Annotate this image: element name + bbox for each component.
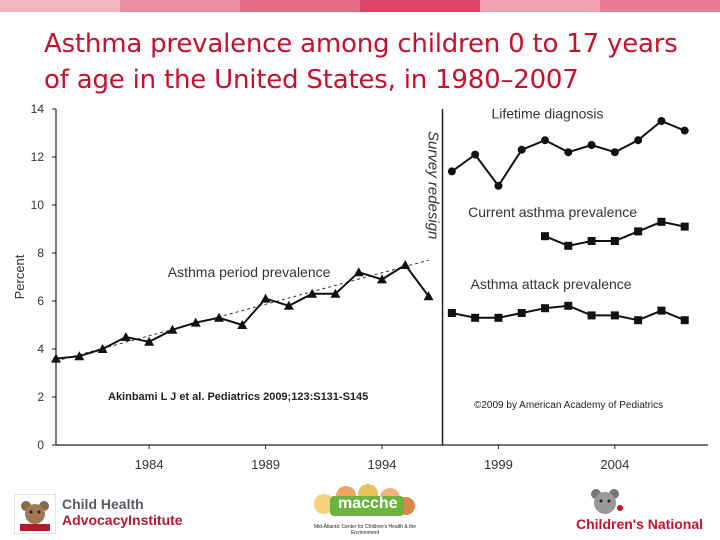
child-health-advocacy-logo[interactable]: Child Health AdvocacyInstitute [13,493,214,535]
data-point [494,181,503,190]
x-tick-label: 1994 [368,457,397,472]
y-tick-label: 12 [31,150,45,164]
data-point [564,301,573,310]
accent-bar [0,0,720,12]
y-tick-label: 0 [37,438,44,452]
x-tick-label: 1989 [251,457,280,472]
axes: 0 2 4 6 8 10 12 14 1984 1989 1994 1999 2004 Percent [12,102,708,472]
data-point [541,232,549,241]
data-point [517,309,526,317]
chart-frame: 0 2 4 6 8 10 12 14 1984 1989 1994 1999 2004 Percent S… [0,95,720,485]
labels-layer: Survey redesign Asthma period prevalence L… [108,106,663,411]
data-point [657,117,666,125]
data-point [423,291,434,301]
data-point [447,167,456,176]
children-faces-icon [314,484,415,516]
data-point [471,150,480,159]
data-point [97,344,108,353]
y-tick-label: 8 [37,246,44,260]
data-point [610,311,619,320]
data-point [167,324,178,334]
data-point [587,311,596,320]
data-point [541,136,549,145]
data-point [214,312,224,322]
data-point [237,320,248,329]
data-point [400,260,411,269]
macche-text: macche [338,495,398,512]
data-point [564,148,573,157]
data-point [51,353,61,363]
y-axis-label: Percent [12,254,27,299]
data-point [541,304,549,313]
bear-icon [591,489,623,514]
survey-redesign-label: Survey redesign [425,131,442,239]
childrens-national-text: Children's National [576,516,704,532]
chart-background [0,95,720,485]
data-point [587,237,596,245]
data-point [657,306,666,315]
data-point [634,227,643,236]
data-point [657,217,666,226]
data-point [680,316,689,325]
y-tick-label: 4 [37,342,44,356]
data-point [377,274,387,284]
data-point [610,148,619,157]
data-point [471,313,480,322]
x-tick-label: 1999 [484,457,513,472]
data-point [74,351,85,361]
series-label: Lifetime diagnosis [491,106,603,122]
macche-logo[interactable]: macche Mid-Atlantic Center for Children'… [300,484,430,538]
data-point [494,313,503,322]
data-point [307,288,318,298]
citation-annotation: Akinbami L J et al. Pediatrics 2009;123:… [108,391,368,403]
slide-title: Asthma prevalence among children 0 to 17… [44,29,678,95]
data-point [634,316,643,325]
data-point [680,126,689,135]
data-point [120,332,131,341]
series-label: Current asthma prevalence [468,204,637,220]
macche-subtitle: Mid-Atlantic Center for Children's Healt… [313,524,417,536]
data-point [680,222,689,231]
series-layer [51,117,689,363]
data-point [610,237,619,245]
data-point [190,317,201,327]
asthma-chart: 0 2 4 6 8 10 12 14 1984 1989 1994 1999 2004 Percent S… [0,95,720,485]
advocacy-institute-text: AdvocacyInstitute [62,512,183,528]
trend-line [55,259,429,362]
data-point [564,241,573,250]
x-tick-label: 1984 [135,457,164,472]
y-tick-label: 2 [37,390,44,404]
data-point [353,267,364,277]
teddy-bear-icon [13,493,57,535]
data-point [283,300,294,310]
series-label: Asthma attack prevalence [470,276,631,292]
x-tick-label: 2004 [600,457,629,472]
y-tick-label: 10 [31,198,45,212]
data-point [447,309,456,317]
data-point [260,293,271,303]
data-point [634,136,643,145]
copyright-annotation: ©2009 by American Academy of Pediatrics [474,400,663,411]
data-point [330,288,341,298]
child-health-text: Child Health [62,496,144,512]
series-label: Asthma period prevalence [168,264,331,280]
y-tick-label: 14 [31,102,45,116]
y-tick-label: 6 [37,294,44,308]
data-point [517,145,526,154]
childrens-national-logo[interactable]: Children's National [576,488,716,534]
data-point [587,141,596,149]
footer: Child Health AdvocacyInstitute macche Mi… [0,480,720,540]
data-point [144,336,155,346]
